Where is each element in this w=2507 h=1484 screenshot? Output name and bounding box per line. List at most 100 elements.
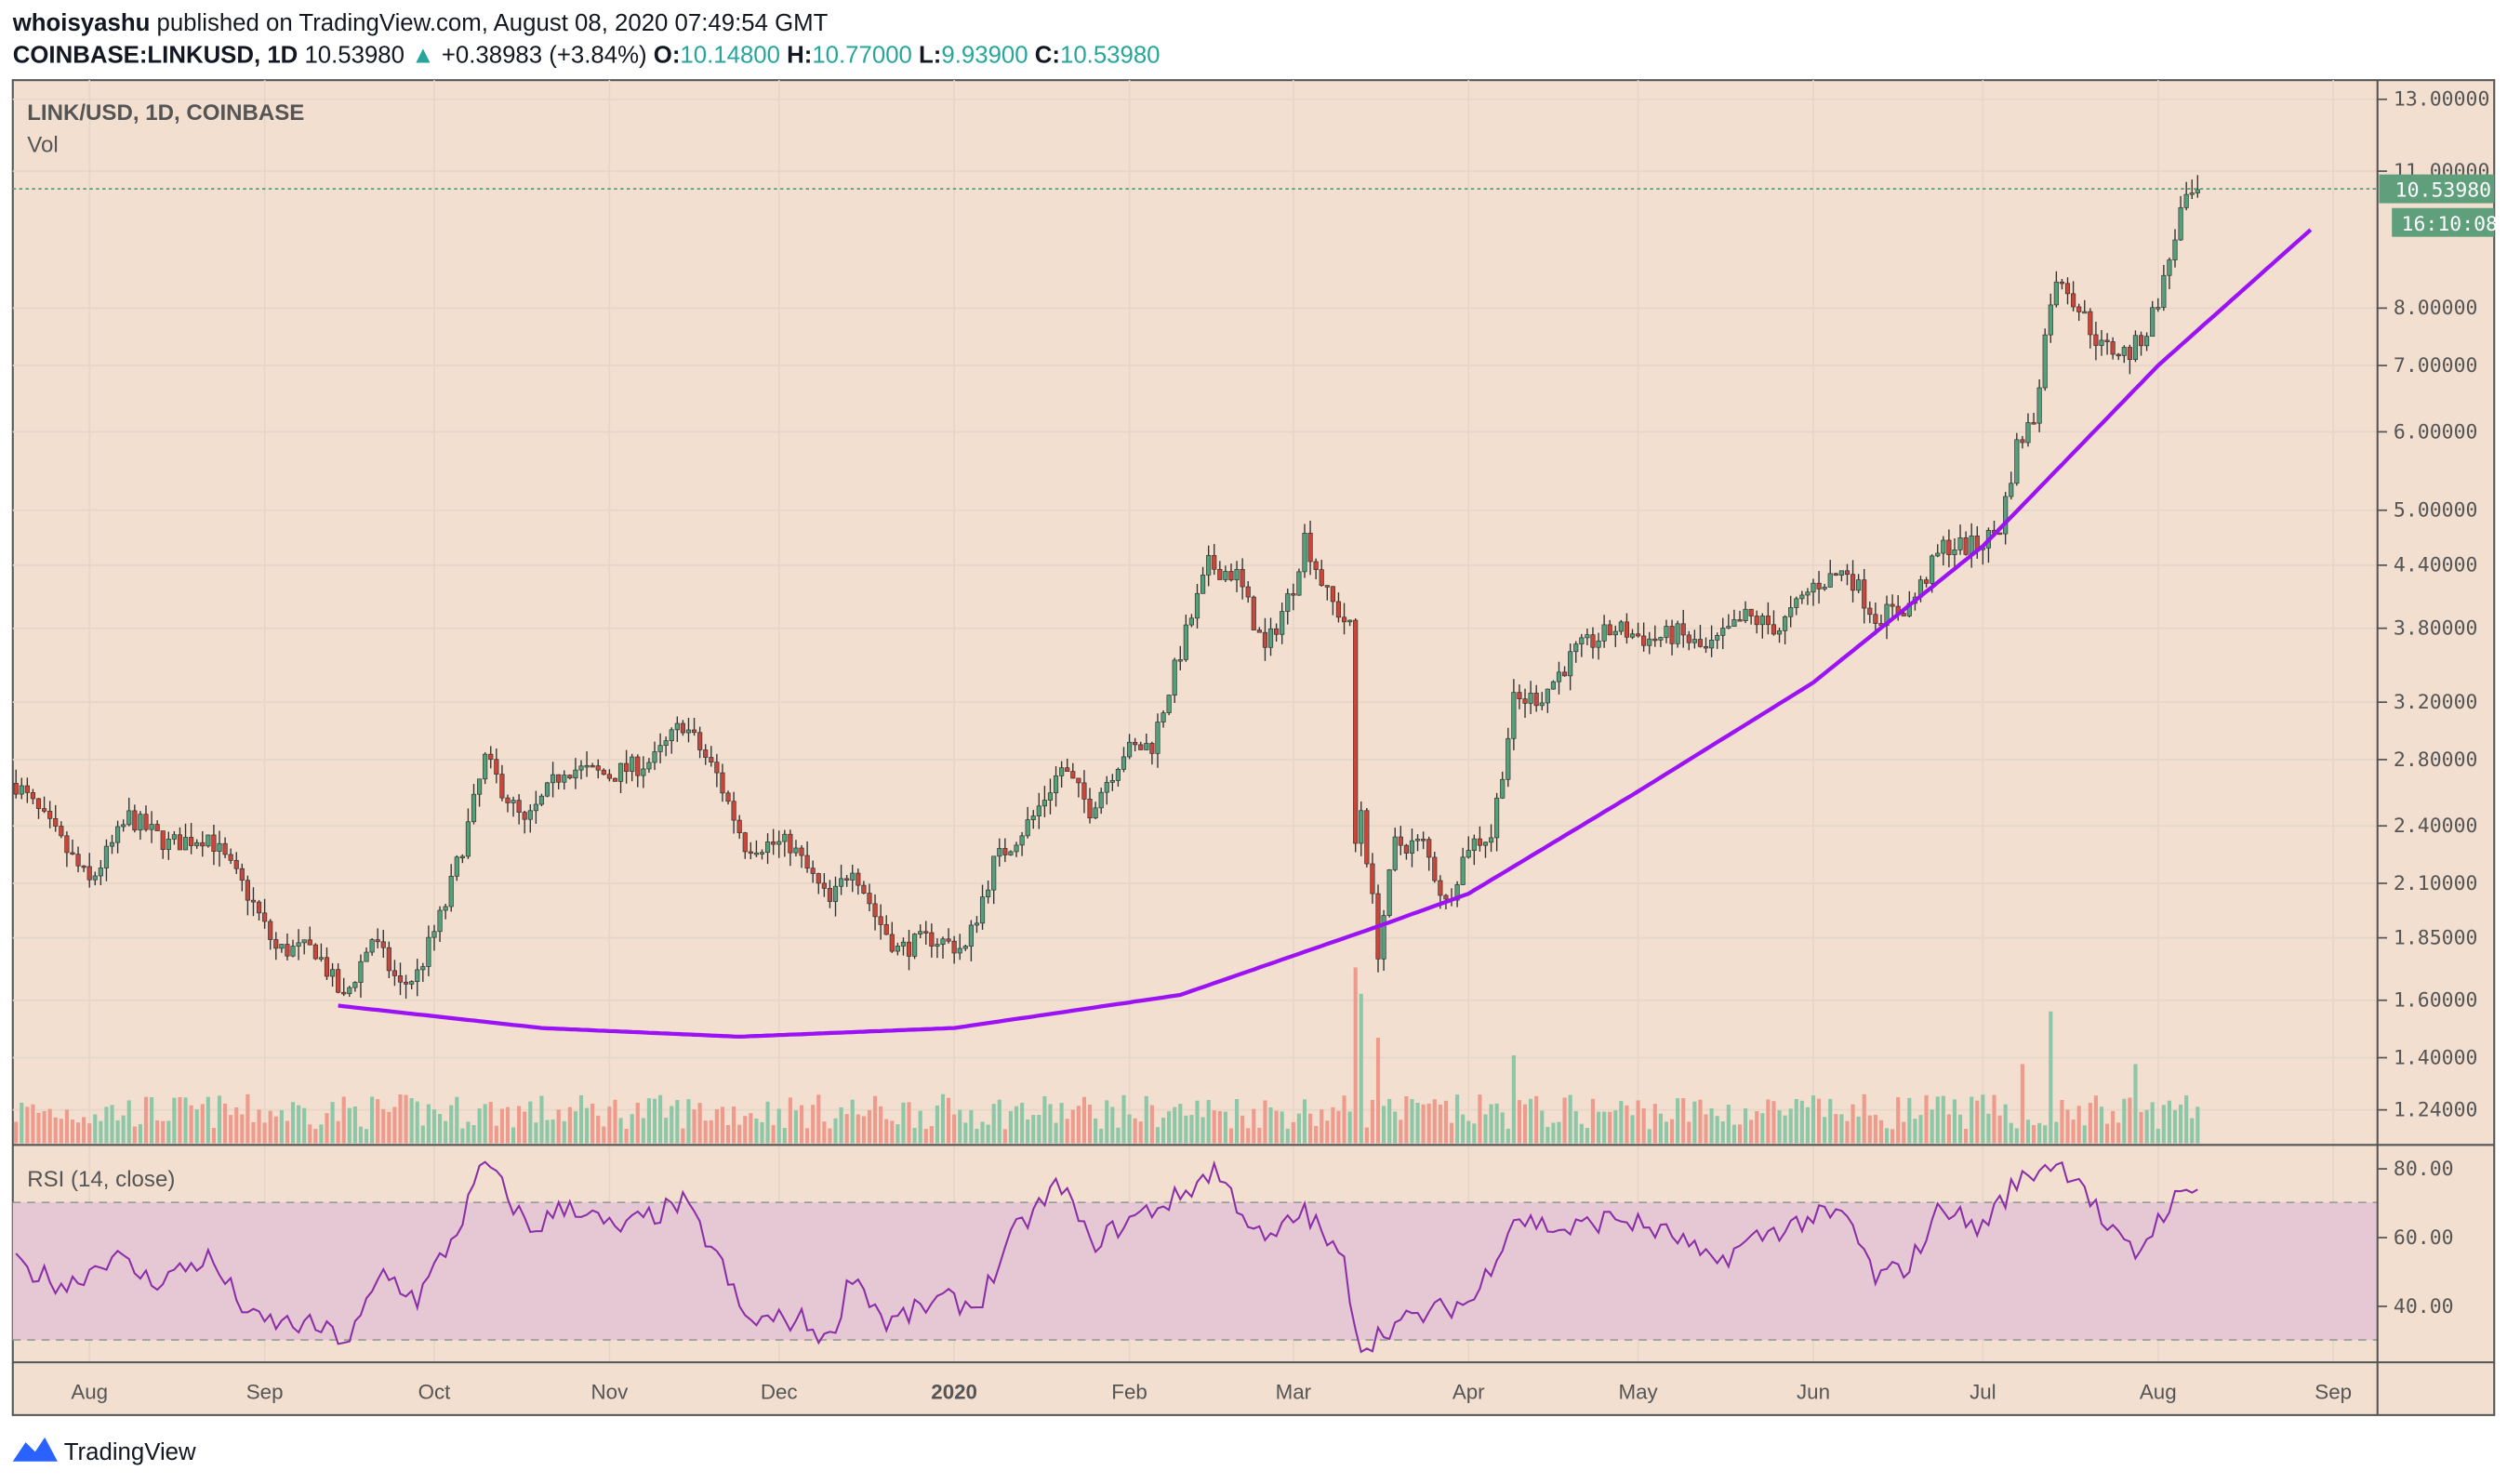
volume-bar (183, 1097, 188, 1144)
candle-up (663, 740, 669, 747)
tradingview-logo[interactable]: TradingView (12, 1437, 196, 1465)
candle-down (731, 801, 736, 821)
volume-bar (1957, 1114, 1963, 1144)
candle-up (437, 909, 443, 933)
volume-bar (850, 1099, 855, 1144)
volume-bar (2161, 1105, 2166, 1144)
candle-up (443, 906, 448, 911)
volume-bar (1664, 1121, 1669, 1144)
volume-bar (364, 1129, 369, 1144)
volume-bar (358, 1126, 364, 1144)
candle-up (290, 946, 296, 957)
volume-bar (1652, 1104, 1657, 1144)
candle-up (166, 839, 171, 850)
candle-up (1121, 756, 1127, 770)
candle-up (1545, 688, 1550, 704)
candle-up (2189, 192, 2195, 195)
volume-bar (2088, 1102, 2092, 1144)
chart-frame (11, 79, 2496, 1416)
time-tick-label: Nov (591, 1381, 630, 1404)
volume-bar (1195, 1100, 1200, 1144)
volume-bar (986, 1124, 990, 1144)
price-tick-label: 13.00000 (2394, 88, 2489, 112)
volume-bar (816, 1094, 821, 1144)
series-legend[interactable]: LINK/USD, 1D, COINBASE (27, 100, 304, 126)
volume-bar (1173, 1106, 1177, 1144)
volume-bar (556, 1109, 561, 1144)
candle-down (222, 842, 228, 855)
candle-down (1862, 579, 1867, 609)
candle-down (268, 921, 273, 940)
volume-bar (658, 1094, 663, 1144)
volume-bar (1715, 1116, 1719, 1144)
trend-curve[interactable] (338, 228, 2313, 1040)
volume-bar (675, 1100, 680, 1144)
volume-bar (1099, 1128, 1104, 1144)
price-tick-label: 8.00000 (2394, 297, 2478, 320)
ohlc-line: COINBASE:LINKUSD, 1D 10.53980 ▲ +0.38983… (13, 42, 1161, 68)
candle-up (1183, 624, 1188, 660)
volume-bar (618, 1118, 623, 1144)
volume-bar (1975, 1100, 1980, 1144)
volume-bar (879, 1106, 883, 1144)
candle-up (1952, 549, 1957, 555)
time-tick-label: Jul (1970, 1381, 1996, 1404)
volume-bar (2082, 1125, 2087, 1144)
candle-down (1313, 561, 1319, 570)
volume-bar (1461, 1114, 1466, 1144)
candle-down (154, 824, 160, 831)
candle-up (776, 841, 782, 845)
candle-up (895, 946, 900, 952)
volume-bar (36, 1112, 41, 1144)
candle-up (997, 848, 1002, 857)
volume-legend[interactable]: Vol (27, 133, 58, 158)
candle-down (30, 792, 36, 800)
volume-bar (1777, 1110, 1782, 1144)
candle-up (109, 841, 115, 847)
volume-bar (1116, 1127, 1121, 1144)
volume-bar (1913, 1119, 1917, 1144)
volume-bar (2128, 1097, 2132, 1144)
time-axis[interactable]: Aug Sep Oct Nov Dec 2020 Feb Mar Apr May Jun Jul Aug… (71, 1381, 2352, 1404)
candle-down (736, 819, 742, 833)
volume-bar (1404, 1096, 1409, 1144)
volume-bar (2043, 1125, 2048, 1144)
candle-up (2183, 193, 2189, 208)
volume-bar (1551, 1122, 1556, 1144)
volume-bar (2150, 1102, 2155, 1144)
volume-bar (1206, 1099, 1211, 1144)
rsi-legend[interactable]: RSI (14, close) (27, 1167, 175, 1192)
candle-down (1686, 634, 1691, 643)
volume-bar (1426, 1103, 1431, 1144)
author-name[interactable]: whoisyashu (12, 10, 151, 36)
candle-up (448, 875, 454, 908)
candle-down (2127, 347, 2132, 360)
volume-bar (449, 1105, 454, 1144)
volume-bar (958, 1109, 962, 1144)
candle-up (1488, 837, 1494, 843)
candle-down (906, 941, 912, 957)
rsi-axis[interactable]: 80.00 60.00 40.00 (2377, 1158, 2454, 1318)
candle-down (1901, 613, 1906, 616)
symbol-label: COINBASE:LINKUSD, 1D (13, 42, 298, 68)
candle-down (556, 774, 562, 783)
volume-bar (1008, 1110, 1013, 1144)
volume-bar (1839, 1114, 1844, 1144)
volume-bar (1296, 1113, 1301, 1144)
volume-bar (793, 1110, 799, 1144)
volume-bar (121, 1115, 126, 1144)
candle-up (1414, 839, 1421, 841)
countdown-tag (2392, 207, 2495, 237)
candle-down (1330, 586, 1335, 603)
volume-bar (1455, 1094, 1460, 1144)
volume-bar (14, 1121, 19, 1144)
candle-up (979, 896, 986, 924)
volume-bar (262, 1122, 267, 1144)
candle-down (2116, 353, 2121, 357)
volume-bar (143, 1096, 149, 1144)
candle-up (759, 852, 765, 855)
candle-up (1743, 608, 1748, 621)
candle-up (1715, 635, 1720, 641)
volume-bar (1466, 1120, 1471, 1144)
price-tick-label: 1.24000 (2394, 1099, 2478, 1122)
